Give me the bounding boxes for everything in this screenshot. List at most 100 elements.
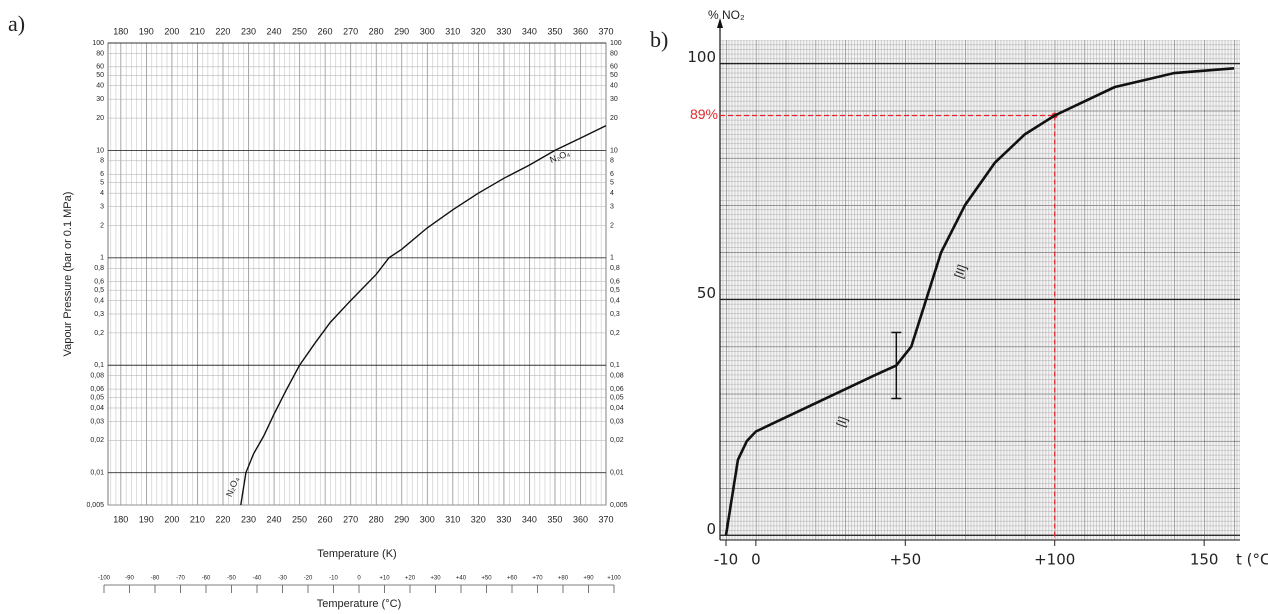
x-tick-label-top: 220 [215, 26, 230, 36]
y-tick-label: 100 [687, 48, 716, 66]
y-tick-label-right: 0,005 [610, 502, 628, 509]
x2-tick-label: +90 [583, 576, 594, 582]
x2-tick-label: +10 [379, 576, 390, 582]
y-tick-label: 1 [100, 255, 104, 262]
y-tick-label: 0,03 [90, 418, 104, 425]
y-tick-label-right: 30 [610, 96, 618, 103]
x2-tick-label: -80 [151, 576, 160, 582]
region-label: [II] [951, 263, 969, 280]
x-tick-label: 370 [598, 514, 613, 524]
y-tick-label: 80 [96, 50, 104, 57]
plot-area [107, 42, 607, 506]
y-tick-label-right: 0,2 [610, 330, 620, 337]
x-tick-label: 330 [496, 514, 511, 524]
x-tick-label: 280 [369, 514, 384, 524]
x-axis-label: t (°C) [1236, 551, 1268, 569]
y-tick-label: 2 [100, 222, 104, 229]
region-label: [I] [833, 415, 850, 429]
y-tick-label: 0,05 [90, 394, 104, 401]
x-tick-label: 220 [215, 514, 230, 524]
x2-tick-label: +60 [507, 576, 518, 582]
x-tick-label: 250 [292, 514, 307, 524]
y-tick-label-right: 0,05 [610, 394, 624, 401]
x-tick-label-top: 280 [369, 26, 384, 36]
y-tick-label: 0,3 [94, 311, 104, 318]
x2-tick-label: -40 [253, 576, 262, 582]
y-tick-label-right: 50 [610, 72, 618, 79]
y-tick-label-right: 60 [610, 64, 618, 71]
y-tick-label-right: 0,01 [610, 470, 624, 477]
x-tick-label-top: 190 [139, 26, 154, 36]
x2-tick-label: +20 [405, 576, 416, 582]
y-tick-label: 0,08 [90, 373, 104, 380]
x2-tick-label: +70 [532, 576, 543, 582]
y-tick-label-right: 40 [610, 83, 618, 90]
x2-tick-label: -70 [176, 576, 185, 582]
y-tick-label-right: 0,08 [610, 373, 624, 380]
y-tick-label-right: 0,1 [610, 362, 620, 369]
curve [724, 67, 1235, 536]
panel-label: a) [8, 11, 25, 36]
y-tick-label-right: 0,5 [610, 287, 620, 294]
x-axis-label: Temperature (K) [317, 548, 396, 560]
x2-tick-label: +100 [607, 576, 621, 582]
panel-label: b) [650, 27, 668, 52]
y-tick-label-right: 0,3 [610, 311, 620, 318]
y-tick-label: 5 [100, 180, 104, 187]
y-tick-label: 0,6 [94, 279, 104, 286]
x-tick-label-top: 270 [343, 26, 358, 36]
x-tick-label: 320 [471, 514, 486, 524]
x-tick-label-top: 230 [241, 26, 256, 36]
y-tick-label-right: 8 [610, 158, 614, 165]
y-tick-label-right: 0,03 [610, 418, 624, 425]
x-tick-label: 350 [547, 514, 562, 524]
y-tick-label-right: 20 [610, 115, 618, 122]
x2-tick-label: +50 [481, 576, 492, 582]
y-tick-label: 0,06 [90, 386, 104, 393]
x-tick-label: 150 [1190, 551, 1219, 569]
x-tick-label-top: 350 [547, 26, 562, 36]
y-tick-label-right: 4 [610, 190, 614, 197]
y-axis-label: Vapour Pressure (bar or 0.1 MPa) [62, 192, 74, 357]
x-tick-label: 360 [573, 514, 588, 524]
x-tick-label-top: 290 [394, 26, 409, 36]
x2-tick-label: -20 [304, 576, 313, 582]
x2-tick-label: -50 [227, 576, 236, 582]
y-tick-label: 0,4 [94, 297, 104, 304]
y-tick-label: 0,01 [90, 470, 104, 477]
y-tick-label-right: 0,06 [610, 386, 624, 393]
x-tick-label: 290 [394, 514, 409, 524]
x-tick-label-top: 210 [190, 26, 205, 36]
x2-tick-label: -60 [202, 576, 211, 582]
x-tick-label-top: 330 [496, 26, 511, 36]
x-tick-label: 210 [190, 514, 205, 524]
y-axis-arrow [717, 18, 723, 28]
y-tick-label-right: 3 [610, 203, 614, 210]
y-tick-label: 0,04 [90, 405, 104, 412]
y-tick-label: 4 [100, 190, 104, 197]
y-tick-label-right: 5 [610, 180, 614, 187]
x-tick-label-top: 300 [420, 26, 435, 36]
x-tick-label: 270 [343, 514, 358, 524]
x2-tick-label: -30 [278, 576, 287, 582]
x2-tick-label: +40 [456, 576, 467, 582]
y-tick-label-right: 0,04 [610, 405, 624, 412]
y-tick-label-right: 100 [610, 40, 622, 47]
y-tick-label: 0,02 [90, 437, 104, 444]
y-tick-label-right: 2 [610, 222, 614, 229]
x2-tick-label: +30 [430, 576, 441, 582]
x-tick-label-top: 320 [471, 26, 486, 36]
y-tick-label-right: 0,02 [610, 437, 624, 444]
x2-tick-label: +80 [558, 576, 569, 582]
y-tick-label: 0,2 [94, 330, 104, 337]
y-tick-label: 100 [92, 40, 104, 47]
x2-tick-label: -90 [125, 576, 134, 582]
x-tick-label: +100 [1034, 551, 1075, 569]
y-tick-label: 0 [706, 520, 716, 538]
y-tick-label-right: 10 [610, 147, 618, 154]
x2-tick-label: -10 [329, 576, 338, 582]
y-tick-label: 50 [697, 284, 716, 302]
y-tick-label: 60 [96, 64, 104, 71]
x2-axis-label: Temperature (°C) [317, 598, 401, 610]
